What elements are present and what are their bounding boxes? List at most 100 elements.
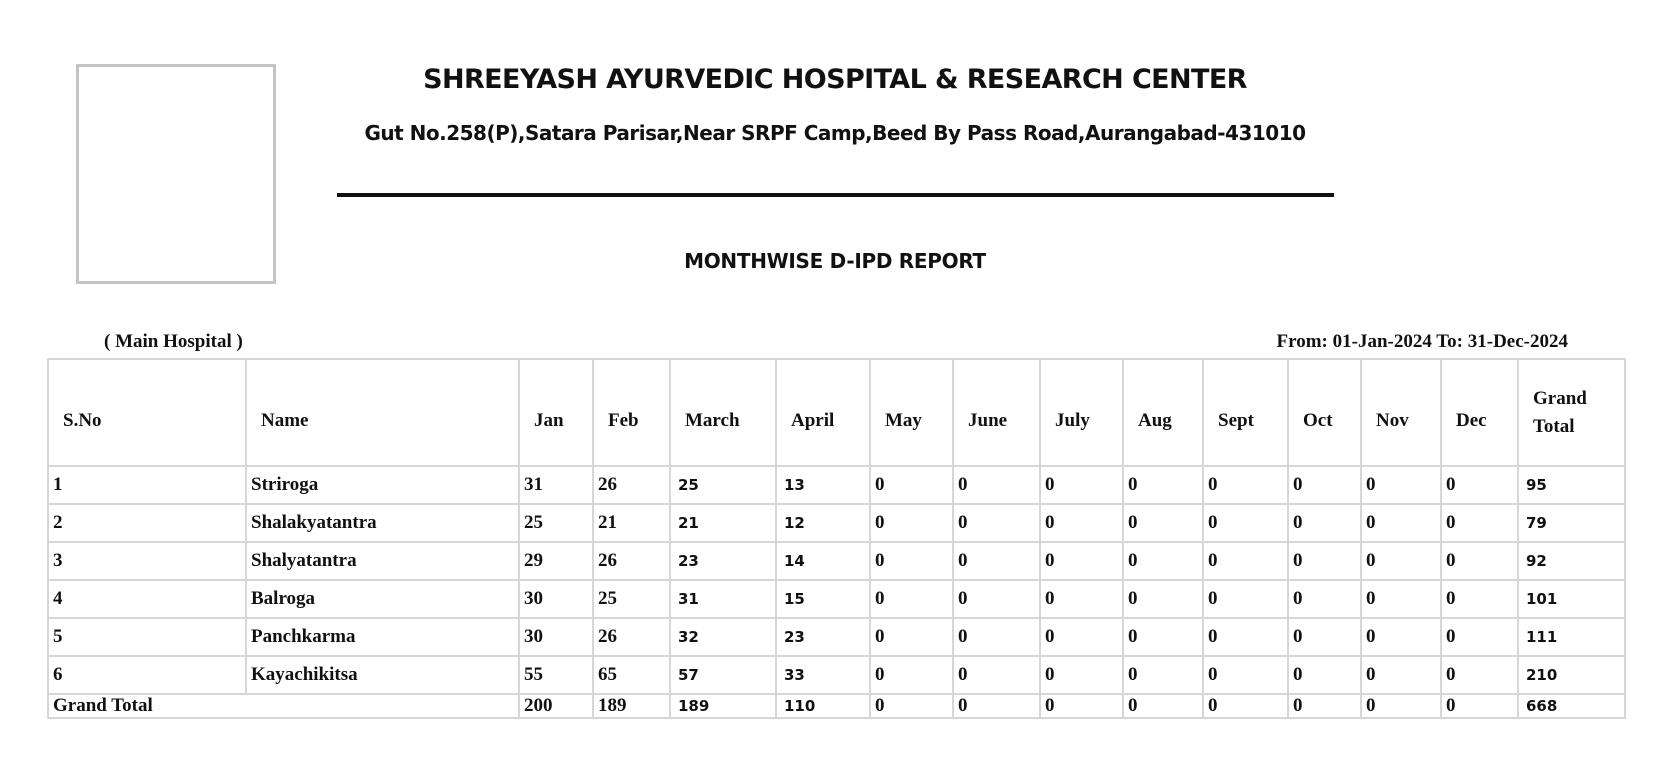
cell-may: 0 [869, 579, 954, 619]
cell-dec: 0 [1440, 617, 1519, 657]
col-header-name: Name [245, 358, 520, 467]
col-header-feb: Feb [592, 358, 671, 467]
cell-sno: 4 [47, 579, 247, 619]
cell-oct: 0 [1287, 465, 1362, 505]
cell-grand-total: 79 [1517, 503, 1626, 543]
cell-feb: 26 [592, 465, 671, 505]
cell-feb: 25 [592, 579, 671, 619]
cell-july: 0 [1039, 541, 1124, 581]
cell-sno: 6 [47, 655, 247, 695]
cell-sept: 0 [1202, 655, 1289, 695]
cell-aug: 0 [1122, 617, 1204, 657]
cell-sno: 1 [47, 465, 247, 505]
date-range-label: From: 01-Jan-2024 To: 31-Dec-2024 [1276, 331, 1568, 352]
cell-dec: 0 [1440, 579, 1519, 619]
cell-april: 14 [775, 541, 871, 581]
cell-sept: 0 [1202, 503, 1289, 543]
col-header-oct: Oct [1287, 358, 1362, 467]
total-dec: 0 [1440, 693, 1519, 719]
cell-april: 12 [775, 503, 871, 543]
total-feb: 189 [592, 693, 671, 719]
total-grand: 668 [1517, 693, 1626, 719]
table-row: 4 Balroga 30 25 31 15 0 0 0 0 0 0 0 0 101 [47, 579, 1626, 619]
total-oct: 0 [1287, 693, 1362, 719]
col-header-march: March [669, 358, 777, 467]
cell-nov: 0 [1360, 465, 1442, 505]
cell-april: 23 [775, 617, 871, 657]
cell-july: 0 [1039, 465, 1124, 505]
cell-july: 0 [1039, 579, 1124, 619]
total-may: 0 [869, 693, 954, 719]
table-header-row: S.No Name Jan Feb March April May June J… [47, 358, 1626, 467]
table-row: 5 Panchkarma 30 26 32 23 0 0 0 0 0 0 0 0 111 [47, 617, 1626, 657]
total-june: 0 [952, 693, 1041, 719]
col-header-sno: S.No [47, 358, 247, 467]
cell-nov: 0 [1360, 655, 1442, 695]
grand-total-row: Grand Total 200 189 189 110 0 0 0 0 0 0 0 0 668 [47, 693, 1626, 719]
col-header-july: July [1039, 358, 1124, 467]
cell-june: 0 [952, 579, 1041, 619]
col-header-sept: Sept [1202, 358, 1289, 467]
cell-sept: 0 [1202, 617, 1289, 657]
cell-feb: 21 [592, 503, 671, 543]
cell-march: 57 [669, 655, 777, 695]
hospital-name: SHREEYASH AYURVEDIC HOSPITAL & RESEARCH … [423, 64, 1247, 95]
cell-aug: 0 [1122, 579, 1204, 619]
total-nov: 0 [1360, 693, 1442, 719]
table-row: 6 Kayachikitsa 55 65 57 33 0 0 0 0 0 0 0 0 210 [47, 655, 1626, 695]
grand-total-label: Grand Total [47, 693, 520, 719]
cell-dec: 0 [1440, 541, 1519, 581]
cell-dec: 0 [1440, 465, 1519, 505]
cell-nov: 0 [1360, 541, 1442, 581]
cell-sno: 3 [47, 541, 247, 581]
cell-april: 33 [775, 655, 871, 695]
total-sept: 0 [1202, 693, 1289, 719]
col-header-nov: Nov [1360, 358, 1442, 467]
cell-grand-total: 111 [1517, 617, 1626, 657]
cell-oct: 0 [1287, 655, 1362, 695]
cell-may: 0 [869, 503, 954, 543]
col-header-grand-line2: Total [1533, 415, 1575, 437]
hospital-address: Gut No.258(P),Satara Parisar,Near SRPF C… [364, 121, 1306, 145]
cell-aug: 0 [1122, 655, 1204, 695]
cell-oct: 0 [1287, 503, 1362, 543]
cell-sno: 5 [47, 617, 247, 657]
cell-jan: 30 [518, 617, 594, 657]
table-row: 3 Shalyatantra 29 26 23 14 0 0 0 0 0 0 0 0 92 [47, 541, 1626, 581]
cell-jan: 31 [518, 465, 594, 505]
cell-name: Kayachikitsa [245, 655, 520, 695]
cell-grand-total: 101 [1517, 579, 1626, 619]
cell-aug: 0 [1122, 465, 1204, 505]
cell-grand-total: 92 [1517, 541, 1626, 581]
col-header-may: May [869, 358, 954, 467]
header-divider [337, 193, 1334, 197]
col-header-aug: Aug [1122, 358, 1204, 467]
cell-dec: 0 [1440, 655, 1519, 695]
cell-name: Panchkarma [245, 617, 520, 657]
cell-name: Shalakyatantra [245, 503, 520, 543]
cell-may: 0 [869, 655, 954, 695]
hospital-unit-label: ( Main Hospital ) [104, 331, 243, 352]
cell-sno: 2 [47, 503, 247, 543]
cell-april: 13 [775, 465, 871, 505]
cell-sept: 0 [1202, 579, 1289, 619]
cell-may: 0 [869, 617, 954, 657]
cell-aug: 0 [1122, 541, 1204, 581]
col-header-dec: Dec [1440, 358, 1519, 467]
total-jan: 200 [518, 693, 594, 719]
cell-grand-total: 95 [1517, 465, 1626, 505]
cell-jan: 55 [518, 655, 594, 695]
total-april: 110 [775, 693, 871, 719]
total-aug: 0 [1122, 693, 1204, 719]
cell-oct: 0 [1287, 617, 1362, 657]
report-title: MONTHWISE D-IPD REPORT [684, 249, 986, 273]
cell-name: Balroga [245, 579, 520, 619]
cell-jan: 30 [518, 579, 594, 619]
cell-jan: 25 [518, 503, 594, 543]
cell-march: 23 [669, 541, 777, 581]
cell-july: 0 [1039, 655, 1124, 695]
cell-june: 0 [952, 541, 1041, 581]
cell-name: Striroga [245, 465, 520, 505]
col-header-grand-line1: Grand [1533, 387, 1587, 409]
cell-july: 0 [1039, 617, 1124, 657]
